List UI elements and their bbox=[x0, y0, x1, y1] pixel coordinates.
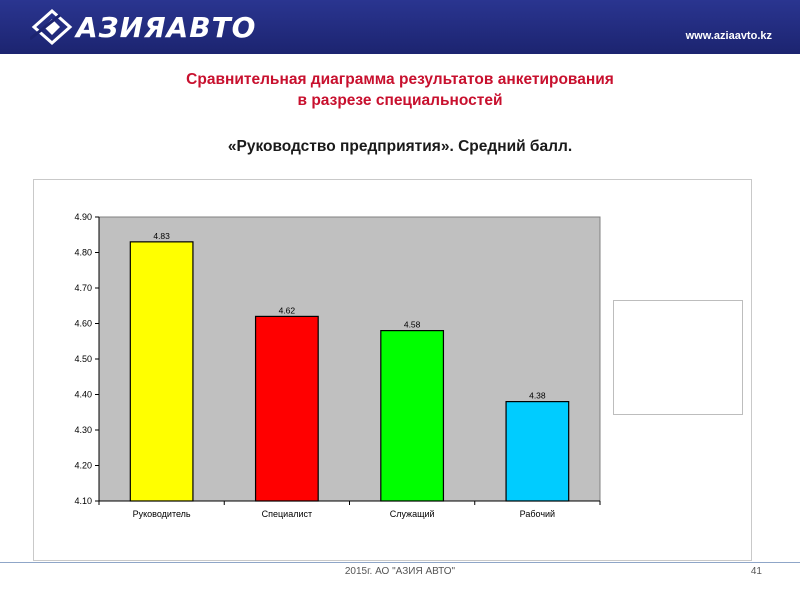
aziaavto-logo-icon bbox=[30, 9, 73, 45]
y-tick-label: 4.90 bbox=[74, 212, 92, 222]
y-tick-label: 4.40 bbox=[74, 390, 92, 400]
data-label: 4.58 bbox=[404, 320, 421, 330]
category-label: Рабочий bbox=[520, 509, 555, 519]
y-tick-label: 4.10 bbox=[74, 496, 92, 506]
category-label: Служащий bbox=[390, 509, 435, 519]
category-label: Специалист bbox=[262, 509, 312, 519]
y-tick-label: 4.70 bbox=[74, 283, 92, 293]
footer-divider bbox=[0, 562, 800, 563]
y-tick-label: 4.50 bbox=[74, 354, 92, 364]
y-tick-label: 4.60 bbox=[74, 319, 92, 329]
logo-text: АЗИЯАВТО bbox=[76, 10, 257, 44]
chart-legend-box bbox=[613, 300, 743, 415]
site-url-link[interactable]: www.aziaavto.kz bbox=[685, 30, 772, 42]
data-label: 4.83 bbox=[153, 231, 170, 241]
bar-3 bbox=[380, 330, 445, 502]
y-tick-label: 4.30 bbox=[74, 425, 92, 435]
company-logo[interactable]: АЗИЯАВТО bbox=[30, 6, 256, 48]
bar-2 bbox=[254, 315, 319, 502]
slide-title: Сравнительная диаграмма результатов анке… bbox=[0, 69, 800, 111]
header-bar: АЗИЯАВТО www.aziaavto.kz bbox=[0, 0, 800, 54]
data-label: 4.38 bbox=[529, 391, 546, 401]
data-label: 4.62 bbox=[279, 305, 296, 315]
bar-4 bbox=[505, 401, 570, 502]
footer-copyright: 2015г. АО "АЗИЯ АВТО" bbox=[344, 566, 456, 577]
category-label: Руководитель bbox=[133, 509, 191, 519]
slide-title-line1: Сравнительная диаграмма результатов анке… bbox=[186, 71, 614, 88]
chart-subtitle: «Руководство предприятия». Средний балл. bbox=[227, 138, 573, 155]
bar-1 bbox=[129, 241, 194, 502]
page-number: 41 bbox=[750, 566, 762, 577]
slide-title-line2: в разрезе специальностей bbox=[297, 92, 503, 109]
y-tick-label: 4.80 bbox=[74, 248, 92, 258]
y-tick-label: 4.20 bbox=[74, 461, 92, 471]
